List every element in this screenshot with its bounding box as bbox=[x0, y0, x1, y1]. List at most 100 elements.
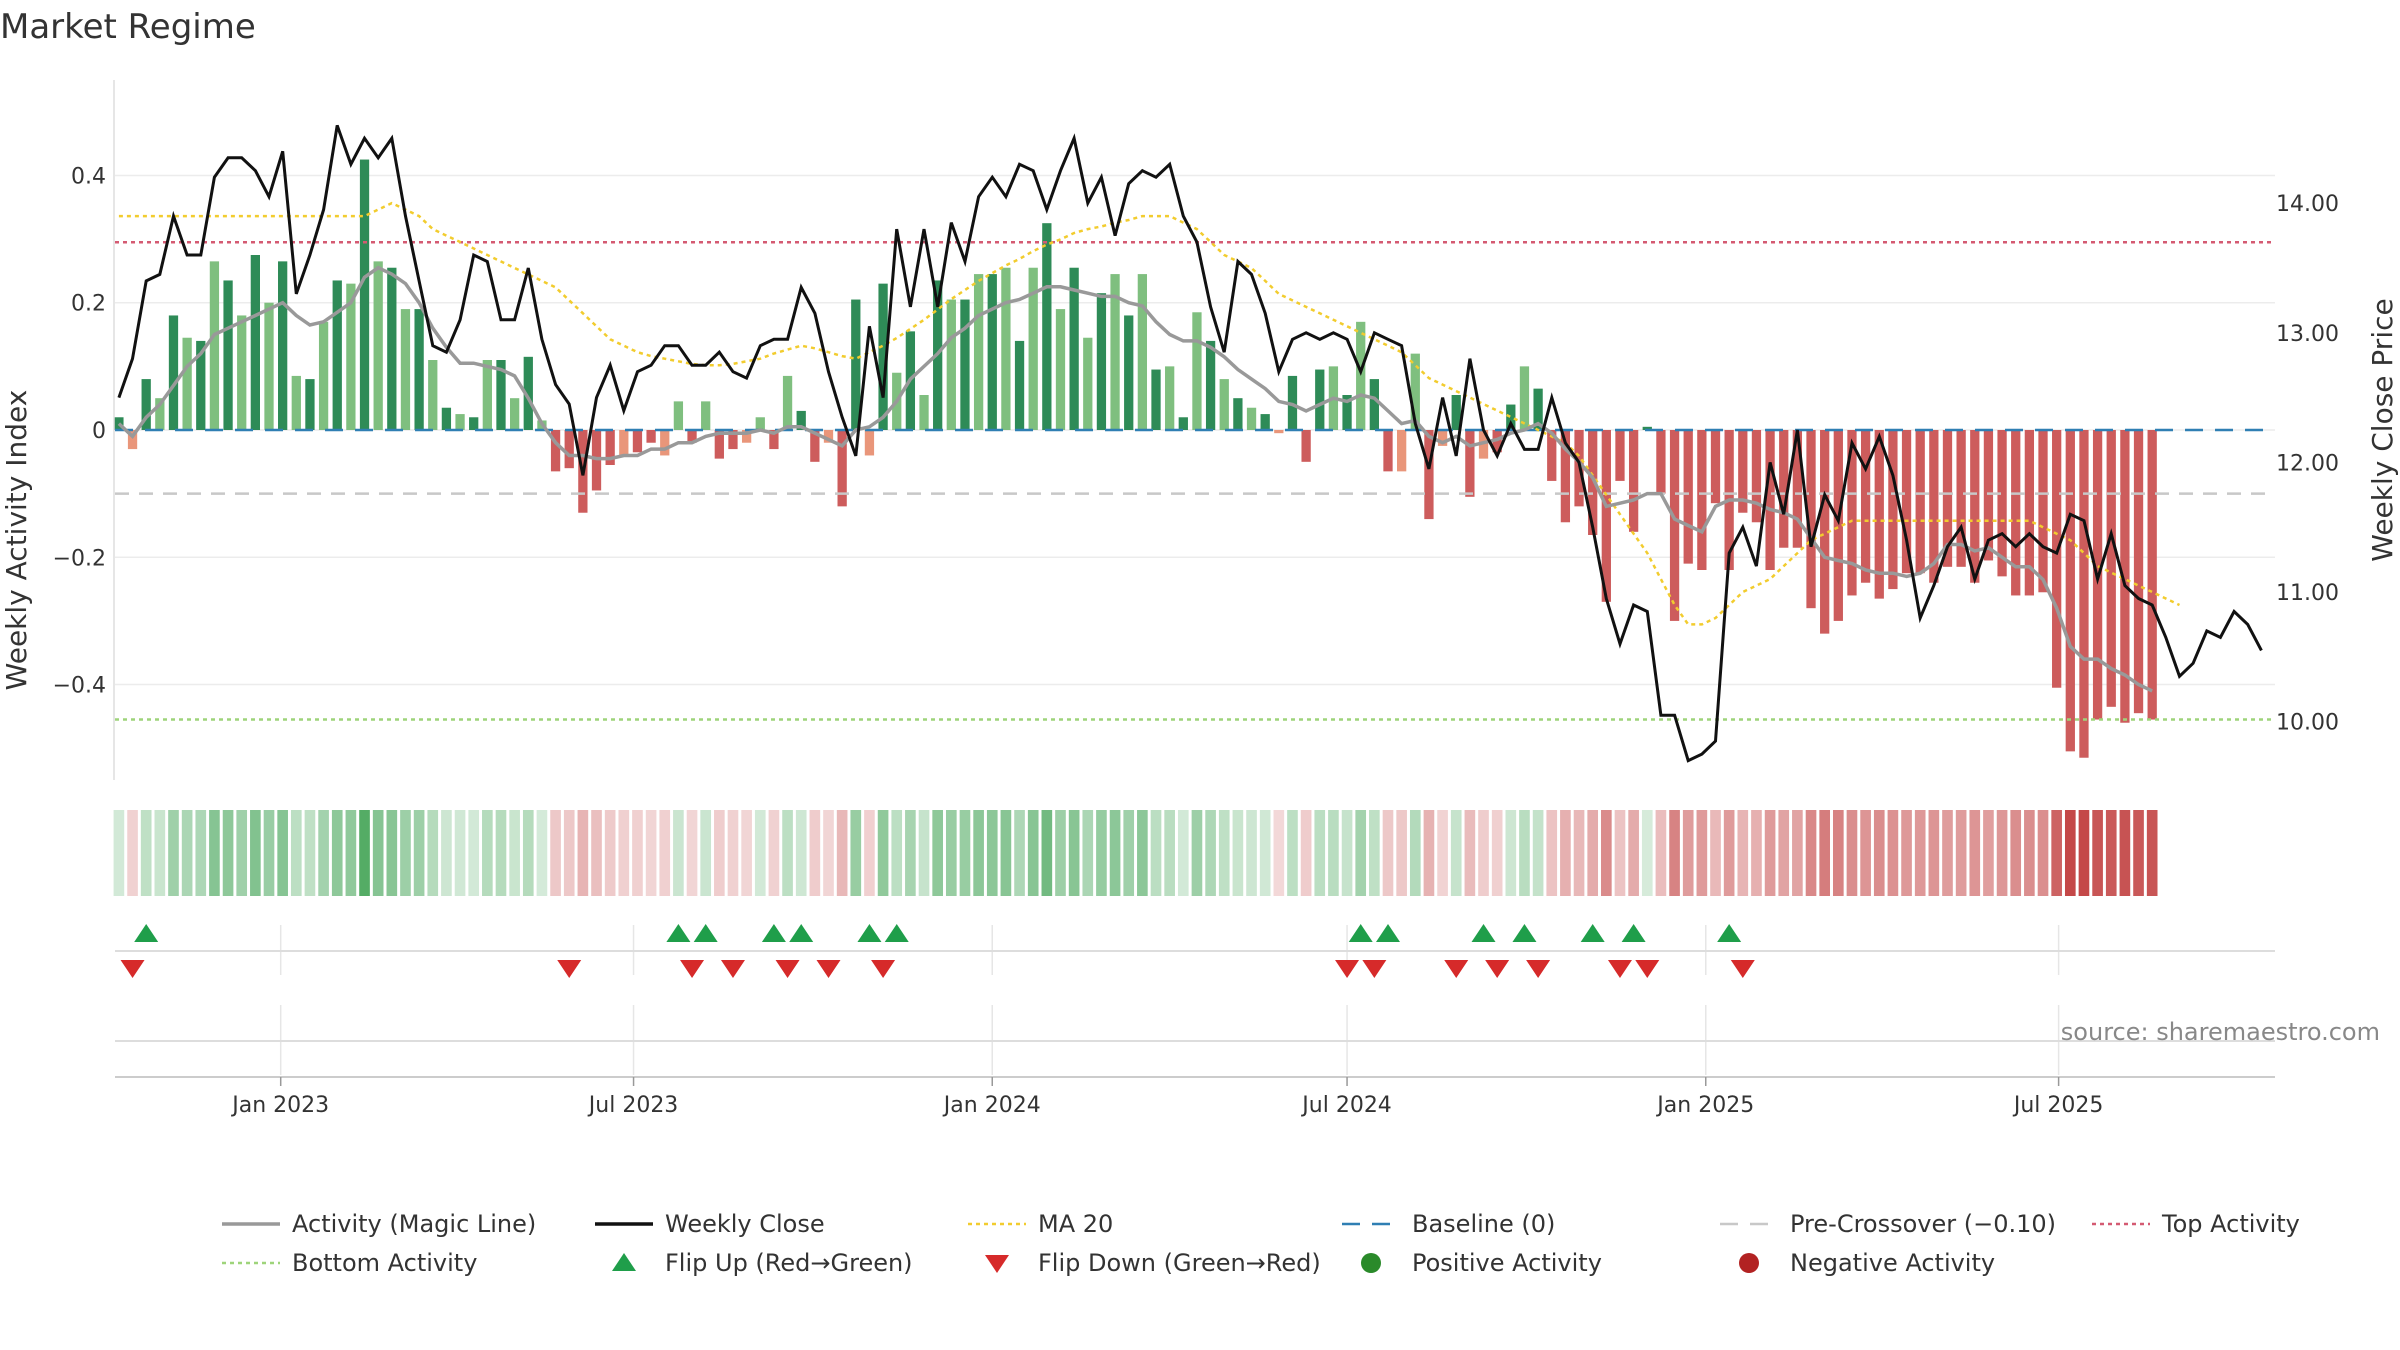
regime-cell-146 bbox=[2105, 810, 2117, 896]
regime-cell-138 bbox=[1996, 810, 2008, 896]
activity-magic-line bbox=[117, 265, 2153, 693]
regime-cell-129 bbox=[1873, 810, 1885, 896]
regime-cell-107 bbox=[1573, 810, 1585, 896]
activity-bar-32 bbox=[550, 430, 561, 472]
legend-label: Flip Down (Green→Red) bbox=[1038, 1249, 1321, 1277]
activity-bar-49 bbox=[782, 375, 793, 430]
legend-label: MA 20 bbox=[1038, 1210, 1113, 1238]
regime-cell-58 bbox=[905, 810, 916, 896]
regime-cell-2 bbox=[140, 810, 152, 896]
regime-cell-149 bbox=[2146, 810, 2158, 896]
regime-cell-0 bbox=[113, 810, 125, 896]
activity-bar-18 bbox=[359, 159, 370, 430]
regime-cell-139 bbox=[2010, 810, 2022, 896]
legend: Activity (Magic Line) Weekly Close MA 20 Ba… bbox=[222, 1210, 2300, 1277]
regime-cell-88 bbox=[1314, 810, 1326, 896]
activity-bar-88 bbox=[1315, 369, 1325, 430]
activity-bar-119 bbox=[1738, 430, 1748, 513]
regime-cell-17 bbox=[345, 810, 357, 896]
regime-cell-80 bbox=[1205, 810, 1216, 896]
regime-cell-137 bbox=[1983, 810, 1994, 896]
flip-down-marker-2 bbox=[680, 960, 705, 978]
regime-cell-116 bbox=[1696, 810, 1708, 896]
activity-bar-148 bbox=[2133, 430, 2144, 714]
regime-cell-90 bbox=[1341, 810, 1353, 896]
regime-cell-26 bbox=[468, 810, 480, 896]
regime-cell-101 bbox=[1491, 810, 1503, 896]
activity-bar-93 bbox=[1383, 430, 1393, 472]
legend-item-positive-activity: Positive Activity bbox=[1361, 1249, 1602, 1277]
regime-cell-122 bbox=[1778, 810, 1790, 896]
right-axis-title: Weekly Close Price bbox=[2366, 298, 2399, 561]
regime-cell-110 bbox=[1614, 810, 1626, 896]
regime-cell-132 bbox=[1914, 810, 1926, 896]
activity-bar-53 bbox=[837, 430, 847, 507]
activity-bar-113 bbox=[1656, 430, 1666, 494]
activity-bar-139 bbox=[2011, 430, 2021, 596]
activity-bar-1 bbox=[127, 430, 138, 450]
flip-down-marker-13 bbox=[1635, 960, 1660, 978]
activity-bar-11 bbox=[264, 302, 274, 430]
regime-cell-12 bbox=[277, 810, 288, 896]
activity-bar-82 bbox=[1233, 398, 1243, 430]
regime-cell-49 bbox=[782, 810, 793, 896]
activity-bar-45 bbox=[728, 430, 738, 450]
regime-cell-52 bbox=[823, 810, 834, 896]
activity-bar-134 bbox=[1942, 430, 1953, 567]
regime-cell-9 bbox=[236, 810, 248, 896]
regime-cell-135 bbox=[1955, 810, 1967, 896]
activity-bar-71 bbox=[1083, 337, 1093, 430]
activity-bar-64 bbox=[987, 274, 997, 430]
regime-cell-117 bbox=[1710, 810, 1721, 896]
regime-cell-94 bbox=[1396, 810, 1407, 896]
legend-label: Baseline (0) bbox=[1412, 1210, 1555, 1238]
activity-bar-110 bbox=[1615, 430, 1625, 481]
regime-cell-51 bbox=[809, 810, 821, 896]
right-tick-label-0: 14.00 bbox=[2276, 192, 2339, 217]
activity-bar-102 bbox=[1506, 404, 1516, 430]
legend-item-flip-up-red-green: Flip Up (Red→Green) bbox=[612, 1249, 913, 1277]
activity-bar-116 bbox=[1697, 430, 1707, 570]
activity-bar-73 bbox=[1110, 274, 1120, 430]
activity-bar-105 bbox=[1547, 430, 1557, 481]
regime-cell-93 bbox=[1382, 810, 1394, 896]
legend-label: Activity (Magic Line) bbox=[292, 1210, 536, 1238]
activity-bar-16 bbox=[332, 280, 342, 430]
activity-bar-126 bbox=[1833, 430, 1843, 621]
regime-cell-86 bbox=[1287, 810, 1298, 896]
activity-bar-81 bbox=[1219, 379, 1229, 430]
activity-bar-59 bbox=[919, 395, 929, 430]
flip-up-marker-8 bbox=[1375, 924, 1400, 942]
legend-label: Top Activity bbox=[2161, 1210, 2300, 1238]
regime-cell-67 bbox=[1027, 810, 1039, 896]
legend-item-top-activity: Top Activity bbox=[2092, 1210, 2300, 1238]
flip-up-marker-2 bbox=[693, 924, 718, 942]
regime-cell-41 bbox=[673, 810, 684, 896]
regime-cell-145 bbox=[2092, 810, 2103, 896]
regime-cell-120 bbox=[1751, 810, 1762, 896]
regime-cell-23 bbox=[427, 810, 439, 896]
activity-bar-66 bbox=[1014, 340, 1025, 430]
regime-cell-43 bbox=[700, 810, 712, 896]
regime-cell-77 bbox=[1164, 810, 1175, 896]
regime-cell-35 bbox=[591, 810, 602, 896]
regime-cell-108 bbox=[1587, 810, 1599, 896]
activity-bar-141 bbox=[2038, 430, 2048, 593]
activity-bar-72 bbox=[1096, 293, 1107, 430]
activity-bar-143 bbox=[2065, 430, 2075, 752]
regime-cell-48 bbox=[768, 810, 780, 896]
activity-bar-19 bbox=[373, 261, 383, 430]
x-tick-label-5: Jul 2025 bbox=[2012, 1093, 2104, 1118]
regime-cell-105 bbox=[1546, 810, 1558, 896]
flip-up-marker-9 bbox=[1471, 924, 1496, 942]
regime-cell-148 bbox=[2133, 810, 2144, 896]
legend-item-baseline-0: Baseline (0) bbox=[1342, 1210, 1555, 1238]
regime-cell-115 bbox=[1682, 810, 1694, 896]
regime-cell-57 bbox=[891, 810, 903, 896]
regime-cell-73 bbox=[1109, 810, 1121, 896]
regime-cell-72 bbox=[1096, 810, 1107, 896]
activity-bar-103 bbox=[1519, 366, 1530, 430]
activity-bar-133 bbox=[1929, 430, 1939, 583]
regime-cell-106 bbox=[1560, 810, 1571, 896]
